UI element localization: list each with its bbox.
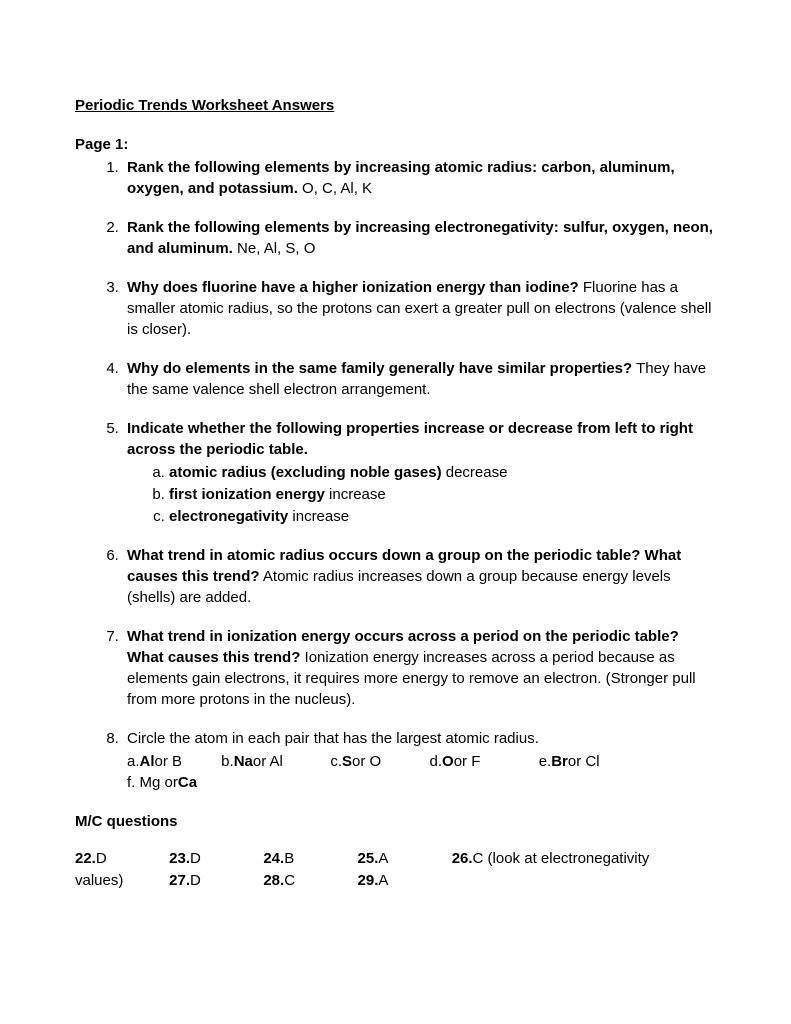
question-4: Why do elements in the same family gener… — [123, 358, 716, 400]
q8c-post: or O — [352, 751, 381, 772]
mc-22-ans: D — [96, 848, 107, 870]
mc-27-ans: D — [190, 870, 201, 892]
q5c: electronegativity increase — [169, 506, 716, 527]
mc-values-cont: values) — [75, 870, 165, 892]
mc-24-ans: B — [284, 848, 294, 870]
q2-prompt: Rank the following elements by increasin… — [127, 219, 713, 257]
question-8: Circle the atom in each pair that has th… — [123, 728, 716, 793]
mc-26-num: 26. — [452, 848, 473, 870]
page-heading: Page 1: — [75, 134, 716, 155]
q5b-label: first ionization energy — [169, 486, 325, 503]
question-5: Indicate whether the following propertie… — [123, 418, 716, 527]
q1-prompt: Rank the following elements by increasin… — [127, 159, 675, 197]
mc-29-ans: A — [378, 870, 388, 892]
q5-sublist: atomic radius (excluding noble gases) de… — [127, 462, 716, 527]
question-1: Rank the following elements by increasin… — [123, 157, 716, 199]
q8c-pre: c. — [330, 751, 342, 772]
q5b-ans: increase — [329, 486, 386, 503]
q8-prompt: Circle the atom in each pair that has th… — [127, 730, 539, 747]
q8d-bold: O — [442, 751, 454, 772]
q8a-bold: Al — [140, 751, 155, 772]
question-2: Rank the following elements by increasin… — [123, 217, 716, 259]
q5c-label: electronegativity — [169, 508, 288, 525]
q5c-ans: increase — [292, 508, 349, 525]
q5a: atomic radius (excluding noble gases) de… — [169, 462, 716, 483]
q2-answer: Ne, Al, S, O — [237, 240, 315, 257]
mc-answers: 22. D 23. D 24. B 25. A 26. C (look at e… — [75, 848, 716, 892]
q3-prompt: Why does fluorine have a higher ionizati… — [127, 279, 579, 296]
mc-23-ans: D — [190, 848, 201, 870]
mc-27-num: 27. — [169, 870, 190, 892]
q1-answer: O, C, Al, K — [302, 180, 372, 197]
q8a-pre: a. — [127, 751, 140, 772]
mc-28-ans: C — [284, 870, 295, 892]
q8e-post: or Cl — [568, 751, 600, 772]
q8f-bold: Ca — [178, 772, 197, 793]
q8e-bold: Br — [551, 751, 568, 772]
q5-prompt: Indicate whether the following propertie… — [127, 420, 693, 458]
question-3: Why does fluorine have a higher ionizati… — [123, 277, 716, 340]
mc-29-num: 29. — [358, 870, 379, 892]
document-page: Periodic Trends Worksheet Answers Page 1… — [0, 0, 791, 1024]
mc-25-num: 25. — [358, 848, 379, 870]
mc-26-ans: C (look at electronegativity — [473, 848, 650, 870]
q8-pairs: a. Al or B b. Na or Al c. S or O d. O or… — [127, 751, 716, 793]
q8e-pre: e. — [539, 751, 552, 772]
mc-line-1: 22. D 23. D 24. B 25. A 26. C (look at e… — [75, 848, 716, 870]
mc-28-num: 28. — [263, 870, 284, 892]
mc-23-num: 23. — [169, 848, 190, 870]
q8d-pre: d. — [430, 751, 443, 772]
mc-25-ans: A — [378, 848, 388, 870]
mc-heading: M/C questions — [75, 811, 716, 832]
q8c-bold: S — [342, 751, 352, 772]
question-7: What trend in ionization energy occurs a… — [123, 626, 716, 710]
q5b: first ionization energy increase — [169, 484, 716, 505]
q8b-pre: b. — [221, 751, 234, 772]
q4-prompt: Why do elements in the same family gener… — [127, 360, 632, 377]
mc-24-num: 24. — [263, 848, 284, 870]
mc-line-2: values) 27. D 28. C 29. A — [75, 870, 716, 892]
q5a-label: atomic radius (excluding noble gases) — [169, 464, 442, 481]
question-6: What trend in atomic radius occurs down … — [123, 545, 716, 608]
q5a-ans: decrease — [446, 464, 508, 481]
q8f-pre: f. Mg or — [127, 772, 178, 793]
q8d-post: or F — [454, 751, 481, 772]
question-list: Rank the following elements by increasin… — [75, 157, 716, 793]
q8a-post: or B — [155, 751, 183, 772]
document-title: Periodic Trends Worksheet Answers — [75, 95, 716, 116]
q8b-post: or Al — [253, 751, 283, 772]
q8b-bold: Na — [234, 751, 253, 772]
mc-22-num: 22. — [75, 848, 96, 870]
